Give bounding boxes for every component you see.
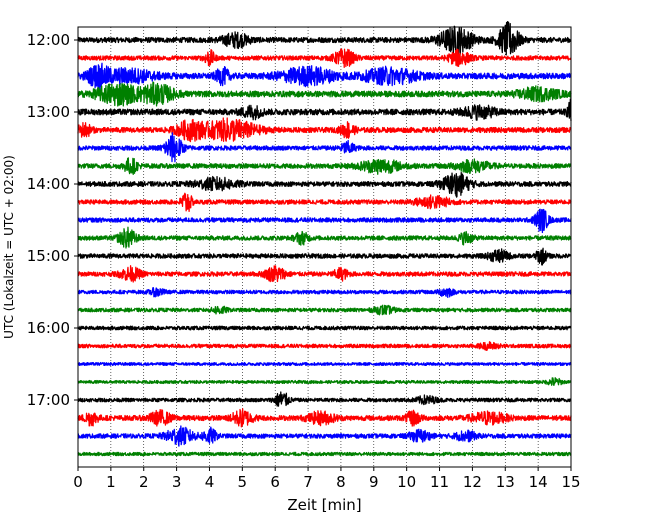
x-axis-label: Zeit [min] [287, 496, 361, 514]
trace-1500 [77, 247, 572, 266]
x-tick-label-12: 12 [463, 473, 482, 491]
trace-1700 [77, 391, 572, 407]
y-tick-label-1400: 14:00 [27, 175, 70, 193]
y-tick-label-1200: 12:00 [27, 31, 70, 49]
trace-1615 [77, 341, 572, 351]
y-tick-label-1300: 13:00 [27, 103, 70, 121]
x-axis-ticks: 0 1 2 3 4 5 6 7 8 9 10 11 12 13 14 15 [73, 467, 581, 491]
trace-1230 [77, 62, 572, 90]
x-tick-label-10: 10 [397, 473, 416, 491]
trace-lines [77, 20, 572, 457]
x-tick-label-9: 9 [369, 473, 379, 491]
grid-lines [110, 27, 539, 467]
x-tick-label-14: 14 [529, 473, 548, 491]
trace-1545 [77, 304, 572, 316]
y-tick-label-1600: 16:00 [27, 319, 70, 337]
x-tick-label-8: 8 [336, 473, 346, 491]
x-tick-label-0: 0 [73, 473, 83, 491]
trace-1245 [77, 81, 572, 107]
plot-frame [77, 26, 572, 468]
trace-1730 [77, 425, 572, 447]
trace-1430 [77, 208, 572, 234]
x-tick-label-2: 2 [139, 473, 149, 491]
trace-1345 [77, 157, 572, 175]
x-tick-label-11: 11 [430, 473, 449, 491]
x-tick-label-13: 13 [496, 473, 515, 491]
trace-1300 [77, 98, 572, 121]
trace-1600 [77, 325, 572, 331]
trace-1330 [77, 132, 572, 163]
trace-1715 [77, 408, 572, 428]
trace-1530 [77, 286, 572, 299]
x-tick-label-15: 15 [561, 473, 580, 491]
x-tick-label-7: 7 [303, 473, 313, 491]
trace-1630 [77, 361, 572, 367]
x-tick-label-1: 1 [106, 473, 116, 491]
trace-1745 [77, 451, 572, 457]
trace-1215 [77, 48, 572, 68]
x-tick-label-5: 5 [238, 473, 248, 491]
trace-1445 [77, 226, 572, 249]
y-tick-label-1500: 15:00 [27, 247, 70, 265]
y-axis-label: UTC (Lokalzeit = UTC + 02:00) [2, 155, 16, 339]
x-tick-label-6: 6 [270, 473, 280, 491]
trace-1515 [77, 265, 572, 283]
y-axis-ticks: 12:00 13:00 14:00 15:00 16:00 17:00 [27, 31, 78, 409]
trace-1645 [77, 377, 572, 387]
trace-1315 [77, 117, 572, 143]
trace-1200 [77, 20, 572, 56]
x-tick-label-3: 3 [172, 473, 182, 491]
trace-1400 [77, 171, 572, 198]
x-tick-label-4: 4 [205, 473, 215, 491]
trace-1415 [77, 192, 572, 213]
y-tick-label-1700: 17:00 [27, 391, 70, 409]
